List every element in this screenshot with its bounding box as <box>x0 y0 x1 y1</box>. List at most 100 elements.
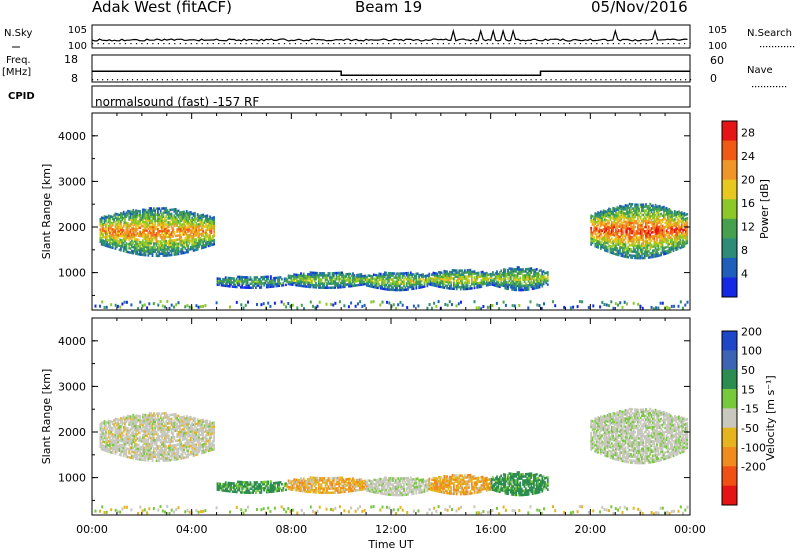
power-cell <box>231 277 234 280</box>
power-cell <box>505 275 508 278</box>
power-cell <box>224 284 227 288</box>
power-cell <box>446 272 448 275</box>
power-cell <box>686 239 689 243</box>
power-cell <box>432 277 435 281</box>
power-cell <box>162 236 165 239</box>
power-cell <box>660 227 662 230</box>
power-cell <box>432 279 435 283</box>
power-cell <box>320 282 323 285</box>
power-cell <box>228 281 231 284</box>
power-cell <box>650 229 653 232</box>
power-cell <box>133 217 136 220</box>
power-cell <box>117 244 120 247</box>
power-cell <box>604 234 606 238</box>
power-cell <box>626 249 628 252</box>
velocity-cell <box>157 426 159 430</box>
power-cell <box>245 276 248 279</box>
power-cell <box>602 246 605 249</box>
velocity-cell <box>157 420 159 424</box>
power-cell <box>594 214 597 217</box>
power-cell <box>241 286 244 289</box>
power-cell <box>346 277 349 280</box>
power-cell <box>667 237 669 240</box>
power-cell <box>429 277 432 280</box>
power-cell <box>621 246 624 250</box>
power-cell <box>148 215 151 218</box>
velocity-cell <box>128 431 131 434</box>
power-cell <box>615 238 617 242</box>
power-cell <box>298 278 301 281</box>
power-cell <box>464 269 466 272</box>
power-cell <box>635 211 638 215</box>
power-cell <box>631 219 634 222</box>
power-cell <box>653 243 656 246</box>
power-cell <box>120 214 122 217</box>
velocity-cell <box>136 443 139 446</box>
power-cell <box>184 228 187 232</box>
power-cell <box>184 226 187 230</box>
power-cell <box>509 271 512 275</box>
power-cell <box>181 227 184 230</box>
power-cell <box>642 256 645 260</box>
power-cell <box>632 250 635 253</box>
power-cell <box>675 236 678 239</box>
power-cell <box>374 286 377 289</box>
power-cell <box>161 304 164 308</box>
velocity-cell <box>147 416 150 419</box>
power-cell <box>109 223 111 226</box>
power-cell <box>122 233 125 236</box>
power-cell <box>375 274 378 277</box>
power-cell <box>604 210 606 213</box>
power-cell <box>446 303 449 307</box>
power-cell <box>511 267 513 271</box>
power-cell <box>342 281 345 285</box>
power-cell <box>357 273 360 277</box>
velocity-cell <box>158 422 161 426</box>
power-cell <box>511 304 514 308</box>
power-cell <box>124 246 126 249</box>
power-cell <box>476 284 479 287</box>
velocity-cell <box>144 446 147 450</box>
power-cell <box>538 285 541 289</box>
power-cell <box>444 284 447 287</box>
power-cell <box>628 235 631 239</box>
power-cell <box>213 234 215 238</box>
power-cell <box>405 272 408 275</box>
power-cell <box>628 239 631 243</box>
power-cell <box>162 252 165 255</box>
power-cell <box>598 211 601 215</box>
power-cell <box>386 286 389 289</box>
velocity-cell <box>139 452 141 455</box>
power-cell <box>676 223 679 226</box>
velocity-cell <box>131 438 133 441</box>
power-cell <box>338 275 341 279</box>
power-cell <box>612 207 615 210</box>
power-cell <box>263 277 265 281</box>
power-cell <box>233 283 235 286</box>
power-cell <box>619 250 621 253</box>
power-cell <box>660 206 662 210</box>
power-cell <box>638 226 641 229</box>
velocity-cell <box>114 427 117 431</box>
power-cell <box>327 272 330 275</box>
power-cell <box>664 236 667 239</box>
power-cell <box>147 233 150 237</box>
velocity-cell <box>166 418 169 421</box>
power-cell <box>143 210 146 214</box>
power-cell <box>169 249 172 253</box>
power-cell <box>143 247 146 251</box>
power-cell <box>115 237 118 241</box>
power-cell <box>534 284 537 288</box>
power-cell <box>604 226 606 229</box>
power-cell <box>498 275 501 278</box>
power-cell <box>343 279 346 282</box>
power-cell <box>192 218 195 221</box>
velocity-cell <box>125 418 128 421</box>
power-cell <box>422 273 425 276</box>
power-cell <box>469 268 472 272</box>
power-cell <box>403 288 405 292</box>
power-cell <box>606 219 609 222</box>
velocity-cell <box>133 434 136 438</box>
velocity-cell <box>155 449 158 452</box>
power-cell <box>191 227 194 230</box>
